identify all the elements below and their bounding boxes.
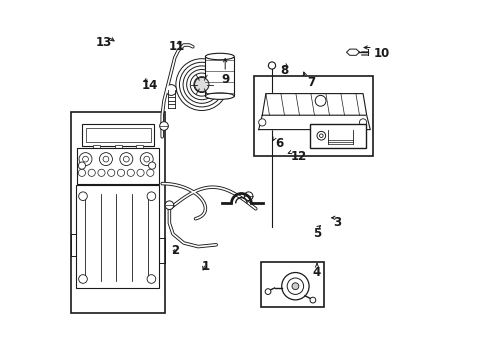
Text: 12: 12 — [291, 150, 307, 163]
Circle shape — [269, 62, 275, 69]
Circle shape — [282, 273, 309, 300]
Circle shape — [83, 156, 88, 162]
Circle shape — [123, 156, 129, 162]
Text: 10: 10 — [374, 47, 390, 60]
Circle shape — [103, 156, 109, 162]
Circle shape — [88, 169, 95, 176]
Circle shape — [147, 192, 156, 201]
Circle shape — [147, 169, 154, 176]
Bar — [254, 76, 373, 156]
Polygon shape — [262, 94, 367, 115]
Circle shape — [78, 169, 86, 176]
Bar — [136, 145, 144, 149]
Circle shape — [78, 162, 86, 169]
Text: 8: 8 — [280, 64, 289, 77]
Circle shape — [144, 156, 149, 162]
Text: 2: 2 — [171, 244, 179, 257]
Circle shape — [179, 62, 224, 107]
Circle shape — [360, 119, 367, 126]
Circle shape — [195, 77, 209, 92]
Ellipse shape — [205, 93, 234, 99]
Circle shape — [259, 119, 266, 126]
Circle shape — [160, 122, 169, 130]
Circle shape — [265, 289, 271, 294]
Circle shape — [148, 162, 156, 169]
Circle shape — [287, 278, 304, 294]
Text: 13: 13 — [96, 36, 112, 49]
Circle shape — [120, 153, 133, 166]
Circle shape — [79, 153, 92, 166]
Text: 14: 14 — [142, 79, 158, 92]
Circle shape — [79, 275, 87, 283]
Circle shape — [245, 192, 253, 201]
Bar — [115, 145, 122, 149]
Circle shape — [98, 169, 105, 176]
Text: 3: 3 — [333, 216, 341, 229]
Circle shape — [108, 169, 115, 176]
Circle shape — [187, 69, 217, 100]
Circle shape — [127, 169, 134, 176]
Bar — [205, 57, 234, 96]
Circle shape — [79, 192, 87, 201]
Circle shape — [310, 297, 316, 303]
Text: 5: 5 — [313, 227, 321, 240]
Circle shape — [197, 80, 207, 90]
Text: 11: 11 — [169, 40, 185, 53]
Polygon shape — [346, 49, 360, 55]
Text: 4: 4 — [313, 266, 321, 279]
Circle shape — [140, 153, 153, 166]
Bar — [261, 262, 324, 307]
Bar — [72, 112, 165, 313]
Bar — [82, 124, 154, 146]
Circle shape — [183, 66, 220, 103]
Circle shape — [166, 85, 176, 95]
Circle shape — [317, 131, 326, 140]
Text: 6: 6 — [275, 137, 283, 150]
Bar — [310, 124, 366, 148]
Circle shape — [137, 169, 144, 176]
Circle shape — [190, 73, 213, 96]
Polygon shape — [259, 115, 370, 130]
Circle shape — [176, 59, 228, 111]
Circle shape — [319, 134, 323, 138]
Circle shape — [118, 169, 124, 176]
Circle shape — [292, 283, 299, 289]
Bar — [86, 128, 151, 142]
Text: 7: 7 — [308, 76, 316, 89]
Bar — [93, 145, 100, 149]
Circle shape — [194, 77, 210, 93]
Circle shape — [99, 153, 112, 166]
Bar — [76, 148, 159, 184]
Circle shape — [315, 95, 326, 106]
Circle shape — [147, 275, 156, 283]
Text: 9: 9 — [221, 73, 229, 86]
Ellipse shape — [205, 53, 234, 60]
Bar — [76, 185, 159, 288]
Text: 1: 1 — [201, 260, 209, 273]
Circle shape — [165, 201, 174, 210]
